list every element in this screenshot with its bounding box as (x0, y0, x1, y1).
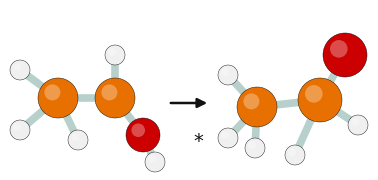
Circle shape (101, 84, 118, 100)
Circle shape (68, 130, 88, 150)
Circle shape (298, 78, 342, 122)
Circle shape (323, 33, 367, 77)
Circle shape (105, 45, 125, 65)
Circle shape (71, 133, 79, 141)
Circle shape (132, 123, 145, 137)
Circle shape (243, 93, 259, 109)
Circle shape (305, 85, 323, 103)
Circle shape (330, 40, 348, 58)
Circle shape (13, 123, 21, 131)
Circle shape (221, 131, 229, 139)
Circle shape (44, 84, 60, 100)
Circle shape (288, 148, 296, 156)
Circle shape (13, 63, 21, 71)
Circle shape (95, 78, 135, 118)
Circle shape (148, 155, 156, 163)
Circle shape (10, 60, 30, 80)
Circle shape (248, 141, 256, 149)
Circle shape (285, 145, 305, 165)
Circle shape (351, 118, 359, 126)
Circle shape (218, 128, 238, 148)
Circle shape (221, 68, 229, 76)
Circle shape (126, 118, 160, 152)
Text: *: * (193, 132, 203, 152)
Circle shape (218, 65, 238, 85)
Circle shape (348, 115, 368, 135)
Circle shape (38, 78, 78, 118)
Circle shape (237, 87, 277, 127)
Circle shape (245, 138, 265, 158)
Circle shape (10, 120, 30, 140)
Circle shape (145, 152, 165, 172)
Circle shape (108, 48, 116, 56)
